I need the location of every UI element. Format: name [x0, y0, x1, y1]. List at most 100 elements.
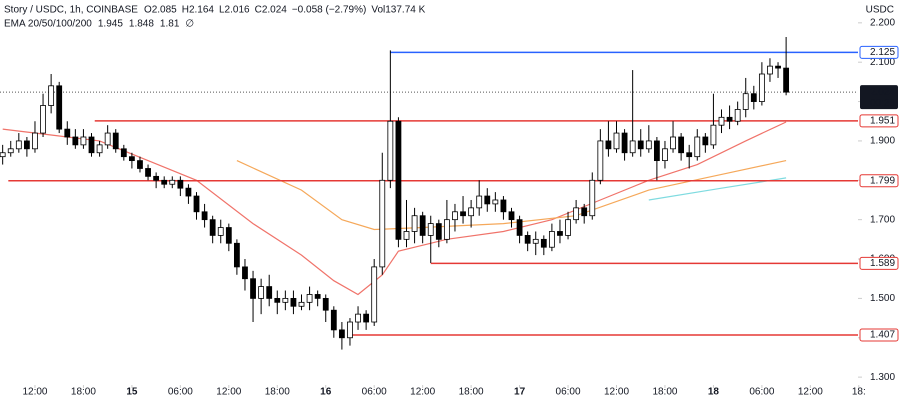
candle-body [120, 148, 127, 158]
candle-body [742, 93, 749, 110]
candle-body [379, 179, 386, 268]
candle-body [484, 195, 491, 205]
candle-body [686, 152, 693, 158]
candle-body [72, 136, 79, 146]
candle-body [193, 195, 200, 213]
candle-body [540, 238, 547, 248]
candle-body [750, 93, 757, 102]
candle-body [694, 136, 701, 158]
symbol-info: Story / USDC, 1h, COINBASE [4, 5, 138, 16]
level-box [859, 45, 899, 59]
x-tick-label: 18:00 [459, 387, 484, 398]
candle-body [395, 120, 402, 240]
candle-body [605, 140, 612, 150]
candle-body [427, 223, 434, 236]
header-value: L2.016 [219, 5, 250, 16]
y-tick-label: 1.500 [870, 293, 895, 304]
candle-body [363, 313, 370, 323]
header-value: −0.058 (−2.79%) [292, 5, 367, 16]
indicator-value: 1.848 [129, 19, 154, 30]
header: Story / USDC, 1h, COINBASE EMA 20/50/100… [4, 5, 138, 30]
candle-body [266, 286, 273, 299]
level-box [859, 174, 899, 188]
level-box [859, 328, 899, 342]
candle-body [242, 266, 248, 280]
x-tick-label: 18:00 [71, 387, 96, 398]
candle-body [411, 215, 418, 232]
x-tick-label: 15 [126, 387, 138, 398]
candle-body [645, 140, 652, 150]
candle-body [702, 136, 709, 146]
y-tick-label: 1.900 [870, 136, 895, 147]
candle-body [597, 140, 604, 181]
last-price-box [860, 85, 898, 110]
plot-area [0, 37, 858, 350]
candle-body [0, 152, 6, 158]
candle-body [548, 231, 555, 248]
candle-body [678, 136, 685, 154]
candle-body [233, 242, 240, 268]
candle-body [726, 116, 733, 122]
x-tick-label: 12:00 [604, 387, 629, 398]
level-label: 1.951 [870, 115, 895, 126]
level-box [859, 114, 899, 128]
x-tick-label: 06:00 [556, 387, 581, 398]
indicator-empty: ∅ [185, 19, 194, 30]
candle-body [589, 179, 596, 217]
level-label: 2.125 [870, 47, 895, 58]
candle-body [64, 128, 71, 138]
candle-body [573, 207, 580, 221]
header-value: H2.164 [182, 5, 215, 16]
candle-body [322, 297, 329, 311]
candle-body [387, 120, 394, 181]
candle-body [670, 136, 676, 150]
candle-body [23, 140, 30, 150]
candle-body [718, 116, 725, 126]
candle-body [145, 168, 151, 177]
candle-body [177, 179, 184, 189]
indicator-label: EMA 20/50/100/200 [4, 19, 92, 30]
x-tick-label: 18: [852, 387, 866, 398]
level-label: 1.799 [870, 175, 895, 186]
candle-body [80, 136, 87, 146]
candle-body [209, 219, 216, 236]
candle-body [734, 109, 741, 122]
x-tick-label: 16 [320, 387, 332, 398]
candle-body [112, 132, 119, 150]
candle-body [371, 266, 378, 323]
y-tick-label: 1.300 [870, 372, 895, 383]
candle-body [581, 207, 588, 217]
candle-body [7, 148, 14, 154]
y-tick-label: 2.200 [870, 17, 895, 28]
candle-body [258, 286, 265, 299]
candle-body [758, 73, 765, 102]
candle-body [137, 160, 143, 169]
candle-body [767, 65, 773, 75]
candle-body [314, 294, 321, 299]
candle-body [443, 219, 450, 240]
candle-body [476, 195, 483, 209]
currency: USDC [866, 5, 894, 16]
x-tick-label: 17 [514, 387, 526, 398]
x-tick-label: 06:00 [362, 387, 387, 398]
candle-body [274, 297, 281, 303]
candle-body [565, 219, 571, 236]
candle-body [524, 235, 531, 244]
candle-body [403, 231, 410, 240]
countdown-label: 00:28 [870, 98, 895, 109]
y-tick-label: 1.700 [870, 214, 895, 225]
candle-body [621, 132, 628, 154]
candle-body [128, 156, 135, 162]
candle-body [662, 148, 668, 162]
candle-body [169, 179, 176, 185]
header-value: C2.024 [255, 5, 288, 16]
candle-body [40, 105, 46, 134]
x-tick-label: 06:00 [749, 387, 774, 398]
level-label: 1.589 [870, 258, 895, 269]
candle-body [225, 227, 232, 244]
candle-body [557, 231, 563, 236]
candle-body [330, 309, 337, 331]
candle-body [653, 140, 660, 162]
candle-body [48, 85, 55, 106]
candle-body [290, 297, 297, 307]
